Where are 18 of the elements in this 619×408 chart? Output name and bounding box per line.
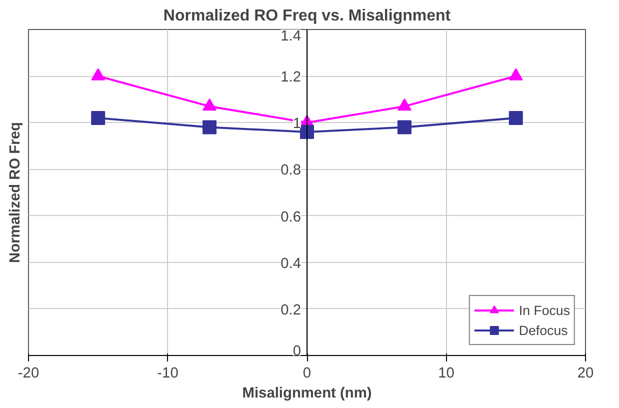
y-tick-label: 0.6 [280,209,301,226]
x-tick-label: 20 [577,366,594,382]
y-axis-title: Normalized RO Freq [8,122,24,263]
x-tick-label: -20 [18,366,40,382]
chart-title: Normalized RO Freq vs. Misalignment [163,8,452,24]
y-tick-label: 0 [292,344,302,360]
x-axis-title: Misalignment (nm) [242,386,372,402]
y-tick-label: 0.8 [280,162,301,179]
y-tick-label: 1.4 [280,28,301,44]
y-tick-label: 1.2 [280,70,301,86]
x-tick-label: 0 [302,366,312,382]
y-tick-label: 0.2 [280,302,301,318]
x-tick-label: -10 [157,366,178,382]
y-tick-label: 0.4 [280,256,301,272]
y-tick-label: 1 [292,116,302,132]
x-tick-label: 10 [438,366,454,382]
legend-label: In Focus [518,302,570,318]
legend-label: Defocus [518,322,568,338]
